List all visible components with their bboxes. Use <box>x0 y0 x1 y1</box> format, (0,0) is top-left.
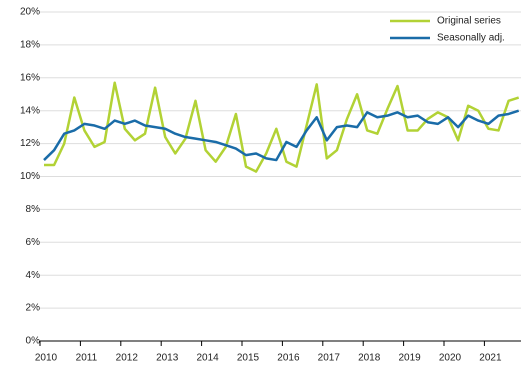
series-line <box>43 109 520 162</box>
x-tick-label: 2017 <box>318 353 341 364</box>
series-line <box>44 81 520 173</box>
y-tick-label: 6% <box>26 237 41 248</box>
x-tick-label: 2014 <box>196 353 219 364</box>
x-tick-label: 2015 <box>237 353 260 364</box>
legend-label: Original series <box>437 16 501 27</box>
y-tick-label: 18% <box>20 40 40 51</box>
x-tick-label: 2019 <box>398 353 421 364</box>
x-tick-label: 2020 <box>439 353 462 364</box>
y-tick-label: 14% <box>20 105 40 116</box>
x-tick-label: 2012 <box>116 353 139 364</box>
x-tick-label: 2010 <box>35 353 58 364</box>
x-tick-label: 2021 <box>479 353 502 364</box>
x-tick-label: 2018 <box>358 353 381 364</box>
x-tick-label: 2016 <box>277 353 300 364</box>
y-tick-label: 20% <box>20 7 40 18</box>
legend-label: Seasonally adj. <box>437 33 505 44</box>
y-tick-label: 2% <box>26 303 41 314</box>
y-tick-label: 12% <box>20 138 40 149</box>
y-tick-label: 8% <box>26 204 41 215</box>
x-tick-label: 2013 <box>156 353 179 364</box>
x-tick-label: 2011 <box>76 353 98 364</box>
y-tick-label: 4% <box>26 270 41 281</box>
y-tick-label: 16% <box>20 72 40 83</box>
y-tick-label: 0% <box>26 336 41 347</box>
y-tick-label: 10% <box>20 171 40 182</box>
